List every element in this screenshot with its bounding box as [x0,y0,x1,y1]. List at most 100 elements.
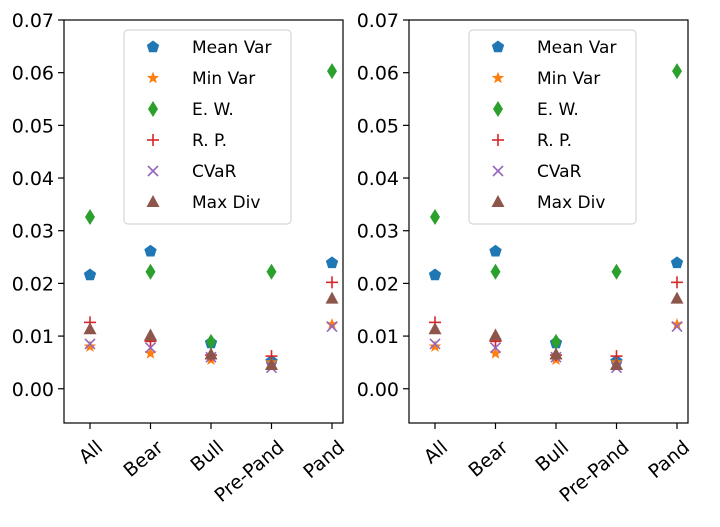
data-point-1-1 [83,268,97,281]
data-point-6-5 [670,291,684,304]
data-point-3-2-shape [145,263,156,280]
data-point-2-1-shape [428,340,442,352]
plot-frame [63,19,344,424]
data-point-6-5-shape [325,291,339,304]
data-point-3-2-shape [490,263,501,280]
data-point-6-4 [610,358,623,371]
data-point-6-2 [489,328,502,341]
legend-label: E. W. [537,100,579,120]
y-tick-label: 0.03 [12,221,54,243]
data-point-1-2 [489,244,502,257]
legend-marker-3-shape [148,101,158,117]
data-point-1-1-shape [83,268,97,281]
legend-marker-5-d2 [147,165,159,177]
legend-marker-1-shape [491,40,505,53]
y-tick-label: 0.06 [357,63,399,85]
y-tick-label: 0.02 [12,273,54,295]
data-point-1-1 [428,268,442,281]
y-tick-label: 0.02 [357,273,399,295]
data-point-2-2 [489,346,502,359]
chart-panel-2: 0.00 0.01 0.02 0.03 0.04 0.05 0.06 0.07 All Bear B… [357,10,694,507]
y-tick-label: 0.01 [12,326,54,348]
data-point-5-2-d2 [489,342,502,354]
x-tick-label: Pand [644,436,694,483]
data-point-6-1-shape [428,322,442,335]
data-point-6-3 [549,347,563,360]
data-point-2-2-shape [144,346,157,359]
data-point-5-2-d2 [144,342,157,354]
data-point-3-2 [145,263,156,280]
data-point-1-5-shape [325,256,339,269]
data-point-1-1-shape [428,268,442,281]
data-point-6-3 [204,347,218,360]
data-point-6-2 [144,328,157,341]
legend-label: Mean Var [537,38,616,58]
data-point-2-5-shape [325,317,339,330]
data-point-5-1-d2 [84,338,96,350]
legend-marker-2 [491,71,505,84]
data-point-2-5-shape [670,317,684,330]
data-point-4-5 [326,276,338,289]
data-point-4-5 [671,276,683,289]
data-point-5-2 [144,342,157,354]
legend-marker-6-shape [146,195,160,207]
data-point-6-2-shape [144,328,157,341]
y-tick-label: 0.03 [357,221,399,243]
data-point-3-2 [490,263,501,280]
y-tick-label: 0.00 [12,379,54,401]
data-point-3-5 [327,63,337,80]
x-tick-label: Pand [299,436,349,483]
x-tick-label: Bull [187,436,228,476]
legend-marker-1 [146,40,160,53]
data-point-5-1-d2 [429,338,441,350]
data-point-3-1 [85,209,95,226]
data-point-2-5 [325,317,339,330]
data-point-6-1 [428,322,442,335]
data-point-3-3 [206,333,216,350]
data-point-1-5 [670,256,684,269]
data-point-6-3-shape [549,347,563,360]
legend-label: CVaR [537,162,582,182]
data-point-5-5-d2 [326,321,338,333]
data-point-1-5 [325,256,339,269]
data-point-3-4 [266,263,277,280]
data-point-3-1-shape [85,209,95,226]
data-point-6-5 [325,291,339,304]
legend-marker-3 [493,101,503,117]
legend-marker-1 [491,40,505,53]
legend-marker-2 [146,71,160,84]
legend: Mean Var Min Var E. W. R. P. CVaR Max Div [468,29,637,225]
legend-label: CVaR [192,162,237,182]
data-point-3-4 [611,263,622,280]
x-tick-label: Bull [532,436,573,476]
legend-marker-5-d2 [492,165,504,177]
data-point-2-5 [670,317,684,330]
y-tick-label: 0.07 [357,10,399,32]
legend-marker-1-shape [146,40,160,53]
legend-label: Max Div [192,193,260,213]
data-point-3-1-shape [430,209,440,226]
legend-label: Min Var [537,69,600,89]
data-point-3-3 [551,333,561,350]
data-point-3-3-shape [206,333,216,350]
data-point-6-1 [83,322,97,335]
y-tick-label: 0.04 [12,168,54,190]
data-point-1-5-shape [670,256,684,269]
data-point-5-5-d2 [671,321,683,333]
data-point-3-4-shape [266,263,277,280]
data-point-6-2-shape [489,328,502,341]
data-point-6-4-shape [610,358,623,371]
y-tick-label: 0.06 [12,63,54,85]
data-point-1-2 [144,244,157,257]
data-point-3-5-shape [327,63,337,80]
data-point-1-2-shape [489,244,502,257]
data-point-2-1 [428,340,442,352]
legend-label: R. P. [537,131,572,151]
legend-marker-4 [147,134,159,146]
legend-label: E. W. [192,100,234,120]
legend-marker-6 [491,195,505,207]
legend-marker-2-shape [146,71,160,84]
data-point-6-1-shape [83,322,97,335]
x-tick-label: Bear [119,436,167,481]
legend-marker-6 [146,195,160,207]
